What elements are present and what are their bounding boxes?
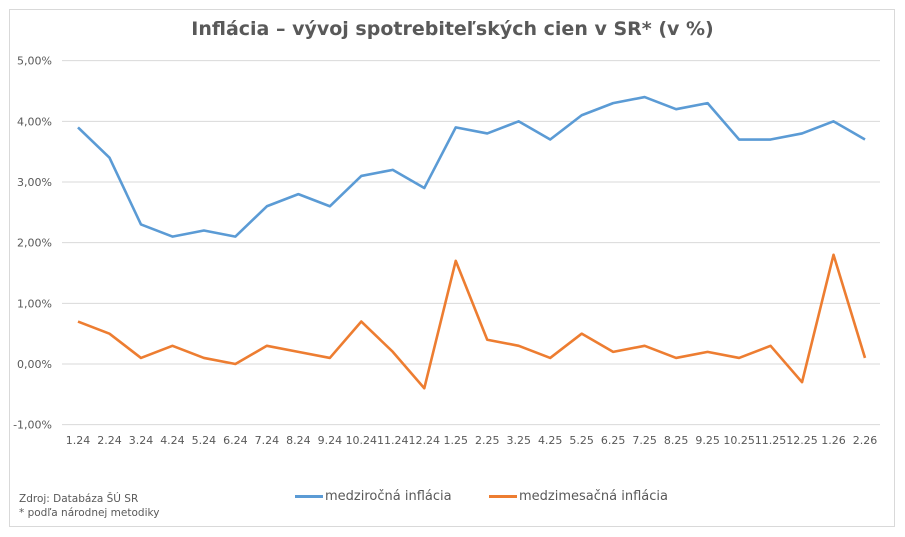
x-tick-label: 3.24 <box>129 434 154 447</box>
x-tick-label: 1.24 <box>66 434 91 447</box>
x-tick-label: 7.25 <box>632 434 657 447</box>
x-tick-label: 4.24 <box>160 434 185 447</box>
legend-swatch-yoy <box>295 495 323 498</box>
series-line-1 <box>77 253 867 390</box>
x-tick-label: 5.25 <box>569 434 594 447</box>
y-tick-label: 3,00% <box>17 176 52 189</box>
methodology-note: * podľa národnej metodiky <box>19 507 160 519</box>
y-tick-label: 1,00% <box>17 297 52 310</box>
x-tick-label: 10.25 <box>723 434 755 447</box>
y-tick-label: 0,00% <box>17 358 52 371</box>
x-tick-label: 12.25 <box>786 434 818 447</box>
x-tick-label: 8.25 <box>664 434 689 447</box>
x-tick-label: 8.24 <box>286 434 311 447</box>
chart-title: Inflácia – vývoj spotrebiteľských cien v… <box>191 18 714 40</box>
x-tick-label: 10.24 <box>346 434 378 447</box>
y-tick-label: -1,00% <box>13 419 52 432</box>
x-tick-label: 2.24 <box>97 434 122 447</box>
x-tick-label: 7.24 <box>255 434 280 447</box>
legend-swatch-mom <box>489 495 517 498</box>
x-tick-label: 4.25 <box>538 434 563 447</box>
legend-item-yoy: medziročná inflácia <box>295 489 452 504</box>
x-tick-label: 6.24 <box>223 434 248 447</box>
x-tick-label: 3.25 <box>506 434 531 447</box>
x-tick-label: 11.25 <box>755 434 787 447</box>
source-text: Zdroj: Databáza ŠÚ SR <box>19 493 139 505</box>
x-tick-label: 9.25 <box>695 434 720 447</box>
y-tick-label: 5,00% <box>17 55 52 68</box>
x-tick-label: 6.25 <box>601 434 626 447</box>
chart-source: Zdroj: Databáza ŠÚ SR * podľa národnej m… <box>19 492 159 520</box>
x-tick-label: 2.26 <box>853 434 878 447</box>
legend-label: medzimesačná inflácia <box>519 489 668 504</box>
series-line-0 <box>77 95 866 238</box>
x-tick-label: 11.24 <box>377 434 409 447</box>
y-tick-label: 4,00% <box>17 115 52 128</box>
x-tick-label: 2.25 <box>475 434 500 447</box>
x-tick-label: 5.24 <box>192 434 217 447</box>
y-tick-label: 2,00% <box>17 237 52 250</box>
legend-item-mom: medzimesačná inflácia <box>489 489 668 504</box>
legend-label: medziročná inflácia <box>325 489 452 504</box>
x-tick-label: 1.26 <box>821 434 846 447</box>
x-tick-label: 9.24 <box>318 434 343 447</box>
x-tick-label: 1.25 <box>444 434 469 447</box>
chart-frame <box>9 9 895 527</box>
x-tick-label: 12.24 <box>409 434 441 447</box>
